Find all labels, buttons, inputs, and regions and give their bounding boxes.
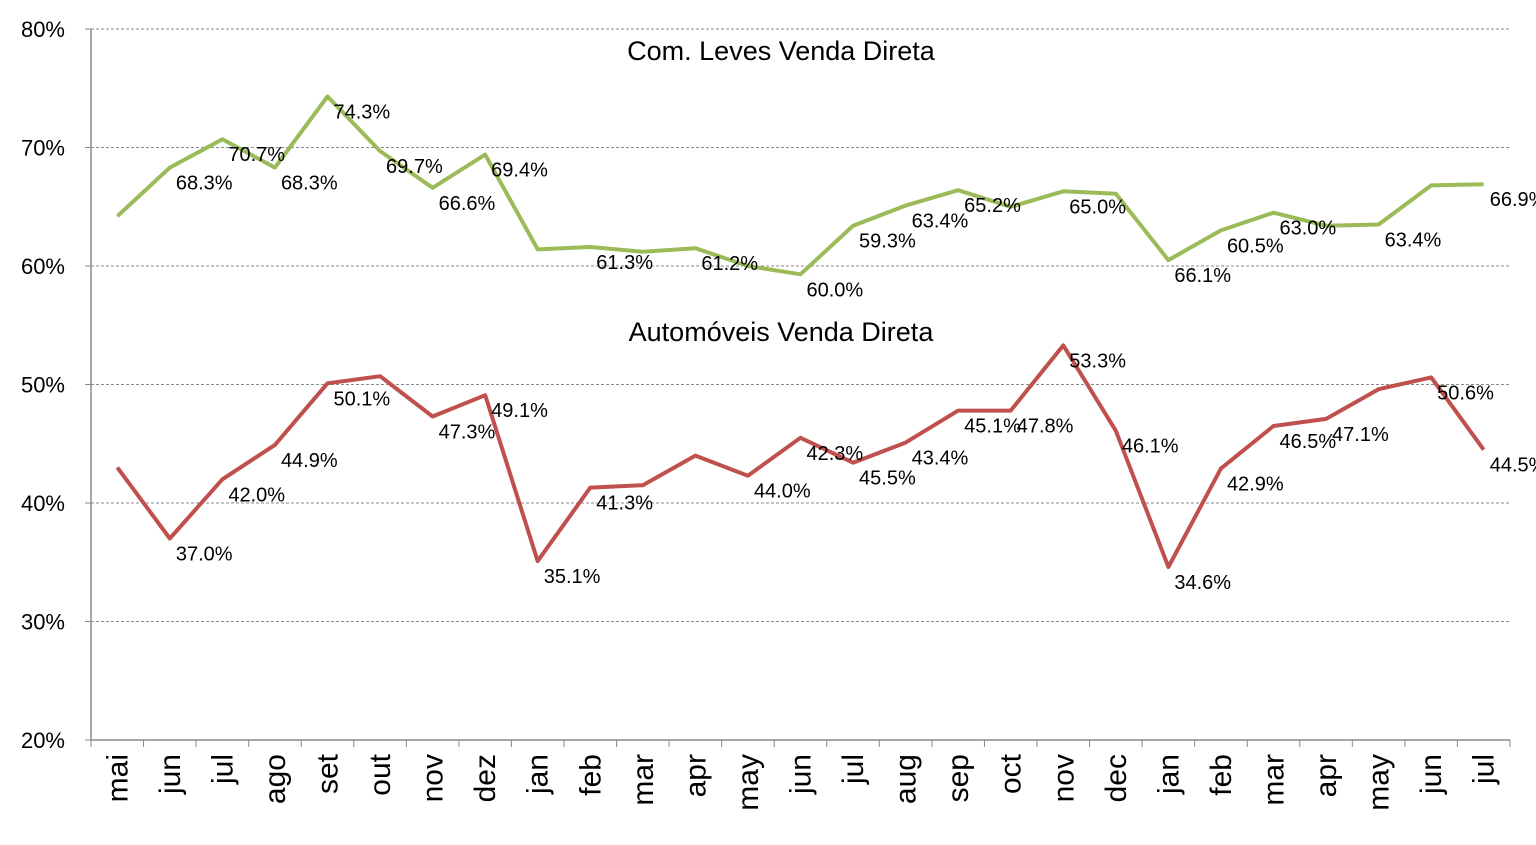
- data-label: 49.1%: [491, 400, 548, 422]
- data-label: 50.6%: [1437, 382, 1494, 404]
- x-tick-label: jun: [154, 754, 187, 795]
- x-tick-label: may: [732, 754, 765, 811]
- y-tick-label: 40%: [21, 491, 65, 516]
- x-tick-label: jul: [206, 754, 239, 785]
- data-label: 44.9%: [281, 450, 338, 472]
- data-label: 37.0%: [176, 544, 233, 566]
- data-label: 68.3%: [281, 173, 338, 195]
- x-tick-label: sep: [942, 754, 975, 802]
- data-labels: 68.3% 70.7% 68.3% 74.3% 69.7% 66.6% 69.4% 61.3%…: [176, 102, 1536, 594]
- x-tick-label: aug: [890, 754, 923, 804]
- x-tick-label: jul: [1468, 754, 1501, 785]
- x-tick-label: set: [312, 753, 345, 794]
- x-tick-label: jan: [1152, 754, 1185, 795]
- x-tick-label: dez: [469, 754, 502, 802]
- x-tick-label: mar: [1258, 754, 1291, 806]
- x-axis: mai jun jul ago set out nov dez jan feb mar apr may j…: [90, 739, 1511, 811]
- data-label: 60.5%: [1227, 235, 1284, 257]
- data-label: 69.7%: [386, 156, 443, 178]
- x-tick-label: oct: [995, 753, 1028, 794]
- y-axis: 20% 30% 40% 50% 60% 70% 80%: [21, 17, 92, 753]
- grid-lines: [91, 28, 1510, 622]
- x-tick-label: jun: [785, 754, 818, 795]
- y-tick-label: 30%: [21, 610, 65, 635]
- data-label: 45.1%: [964, 416, 1021, 438]
- x-tick-label: nov: [417, 754, 450, 802]
- x-tick-label: ago: [259, 754, 292, 804]
- x-tick-label: jan: [522, 754, 555, 795]
- data-label: 42.0%: [228, 484, 285, 506]
- data-label: 60.0%: [807, 279, 864, 301]
- data-label: 44.0%: [754, 481, 811, 503]
- data-label: 59.3%: [859, 231, 916, 253]
- x-tick-label: nov: [1047, 754, 1080, 802]
- data-label: 46.5%: [1280, 431, 1337, 453]
- data-label: 74.3%: [334, 102, 391, 124]
- x-tick-label: apr: [1310, 754, 1343, 797]
- data-label: 66.9%: [1490, 189, 1536, 211]
- y-tick-label: 70%: [21, 136, 65, 161]
- data-label: 63.4%: [1385, 230, 1442, 252]
- data-label: 46.1%: [1122, 436, 1179, 458]
- data-label: 47.1%: [1332, 424, 1389, 446]
- data-label: 47.3%: [439, 421, 496, 443]
- y-tick-label: 50%: [21, 373, 65, 398]
- data-label: 61.2%: [701, 253, 758, 275]
- data-label: 41.3%: [596, 493, 653, 515]
- series-layer: [115, 94, 1486, 569]
- data-label: 44.5%: [1490, 455, 1536, 477]
- data-label: 42.9%: [1227, 474, 1284, 496]
- series-title-automoveis: Automóveis Venda Direta: [629, 317, 935, 347]
- x-tick-label: feb: [1205, 754, 1238, 796]
- x-tick-label: mai: [101, 754, 134, 802]
- data-label: 68.3%: [176, 173, 233, 195]
- y-tick-label: 80%: [21, 17, 65, 42]
- x-tick-label: may: [1363, 754, 1396, 811]
- data-label: 65.0%: [1069, 196, 1126, 218]
- data-label: 69.4%: [491, 160, 548, 182]
- x-tick-label: mar: [627, 754, 660, 806]
- data-label: 63.4%: [912, 211, 969, 233]
- data-label: 53.3%: [1069, 350, 1126, 372]
- data-label: 70.7%: [228, 144, 285, 166]
- data-label: 65.2%: [964, 195, 1021, 217]
- data-label: 66.1%: [1174, 265, 1231, 287]
- x-tick-label: jul: [837, 754, 870, 785]
- series-title-com-leves: Com. Leves Venda Direta: [627, 36, 936, 66]
- data-label: 45.5%: [859, 468, 916, 490]
- data-label: 43.4%: [912, 448, 969, 470]
- data-label: 63.0%: [1280, 218, 1337, 240]
- data-label: 50.1%: [334, 388, 391, 410]
- x-tick-label: out: [364, 753, 397, 795]
- x-tick-label: feb: [574, 754, 607, 796]
- data-label: 47.8%: [1017, 416, 1074, 438]
- y-tick-label: 20%: [21, 728, 65, 753]
- x-tick-label: dec: [1100, 754, 1133, 802]
- data-label: 34.6%: [1174, 572, 1231, 594]
- x-tick-label: apr: [679, 754, 712, 797]
- data-label: 42.3%: [807, 443, 864, 465]
- data-label: 61.3%: [596, 252, 653, 274]
- data-label: 35.1%: [544, 566, 601, 588]
- x-tick-label: jun: [1415, 754, 1448, 795]
- data-label: 66.6%: [439, 193, 496, 215]
- y-tick-label: 60%: [21, 254, 65, 279]
